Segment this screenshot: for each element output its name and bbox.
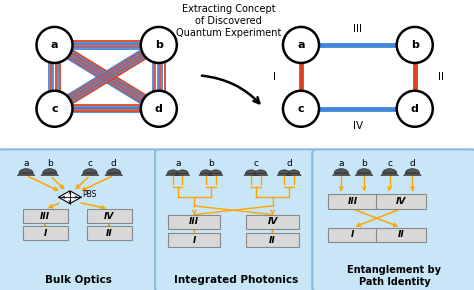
Text: c: c <box>88 159 92 168</box>
Ellipse shape <box>397 27 433 63</box>
Text: I: I <box>273 72 276 82</box>
Polygon shape <box>277 173 292 175</box>
Text: d: d <box>410 159 415 168</box>
Text: I: I <box>192 235 196 245</box>
Wedge shape <box>43 169 57 173</box>
Ellipse shape <box>36 91 73 127</box>
Text: IV: IV <box>104 211 114 221</box>
Text: a: a <box>23 159 29 168</box>
Wedge shape <box>405 169 419 173</box>
Text: d: d <box>155 104 163 114</box>
Wedge shape <box>357 169 371 173</box>
Text: b: b <box>208 159 214 168</box>
Wedge shape <box>19 169 33 173</box>
Wedge shape <box>201 170 212 173</box>
Wedge shape <box>177 170 188 173</box>
Bar <box>328 194 377 209</box>
Text: b: b <box>47 159 53 168</box>
Polygon shape <box>41 173 59 175</box>
Text: PBS: PBS <box>82 189 97 199</box>
Bar <box>86 209 131 223</box>
Ellipse shape <box>141 91 177 127</box>
Text: Bulk Optics: Bulk Optics <box>46 275 112 285</box>
FancyBboxPatch shape <box>155 149 318 290</box>
Wedge shape <box>288 170 300 173</box>
Text: b: b <box>361 159 367 168</box>
FancyBboxPatch shape <box>312 149 474 290</box>
Bar <box>23 209 68 223</box>
Bar <box>246 233 299 247</box>
Bar <box>168 215 220 229</box>
Bar <box>376 194 426 209</box>
Bar <box>328 228 377 242</box>
Polygon shape <box>244 173 258 175</box>
Polygon shape <box>254 173 268 175</box>
Text: c: c <box>254 159 258 168</box>
Text: III: III <box>189 217 200 226</box>
Bar <box>246 215 299 229</box>
Polygon shape <box>403 173 421 175</box>
Text: Integrated Photonics: Integrated Photonics <box>174 275 299 285</box>
Text: a: a <box>338 159 344 168</box>
Wedge shape <box>279 170 290 173</box>
Ellipse shape <box>283 91 319 127</box>
Text: c: c <box>298 104 304 114</box>
Text: III: III <box>40 211 50 221</box>
Text: I: I <box>351 230 355 240</box>
Text: III: III <box>354 24 362 34</box>
Text: II: II <box>269 235 276 245</box>
Ellipse shape <box>283 27 319 63</box>
Polygon shape <box>58 191 82 204</box>
Wedge shape <box>83 169 97 173</box>
Ellipse shape <box>141 27 177 63</box>
Polygon shape <box>166 173 180 175</box>
Text: b: b <box>411 40 419 50</box>
Wedge shape <box>167 170 179 173</box>
Polygon shape <box>332 173 350 175</box>
Text: a: a <box>175 159 181 168</box>
Wedge shape <box>255 170 266 173</box>
Polygon shape <box>199 173 213 175</box>
Wedge shape <box>210 170 221 173</box>
Text: III: III <box>347 197 358 206</box>
Polygon shape <box>175 173 190 175</box>
Polygon shape <box>287 173 301 175</box>
Bar <box>168 233 220 247</box>
Text: c: c <box>387 159 392 168</box>
Text: d: d <box>111 159 117 168</box>
Polygon shape <box>105 173 123 175</box>
Text: II: II <box>398 230 404 240</box>
Text: II: II <box>438 72 444 82</box>
Bar <box>23 226 68 240</box>
Text: IV: IV <box>353 121 363 131</box>
Text: Extracting Concept
of Discovered
Quantum Experiment: Extracting Concept of Discovered Quantum… <box>176 4 281 37</box>
Wedge shape <box>246 170 257 173</box>
Text: c: c <box>51 104 58 114</box>
Wedge shape <box>383 169 397 173</box>
Text: d: d <box>411 104 419 114</box>
Bar <box>86 226 131 240</box>
Ellipse shape <box>36 27 73 63</box>
Text: a: a <box>51 40 58 50</box>
Polygon shape <box>209 173 223 175</box>
Text: IV: IV <box>267 217 278 226</box>
Wedge shape <box>107 169 121 173</box>
Text: Entanglement by
Path Identity: Entanglement by Path Identity <box>347 265 441 287</box>
Polygon shape <box>17 173 35 175</box>
Text: a: a <box>297 40 305 50</box>
Text: b: b <box>155 40 163 50</box>
Text: I: I <box>43 229 47 238</box>
Polygon shape <box>381 173 399 175</box>
Polygon shape <box>355 173 373 175</box>
Text: IV: IV <box>396 197 406 206</box>
Bar <box>376 228 426 242</box>
Text: d: d <box>286 159 292 168</box>
Wedge shape <box>334 169 348 173</box>
Ellipse shape <box>397 91 433 127</box>
Text: II: II <box>106 229 112 238</box>
Polygon shape <box>81 173 99 175</box>
FancyBboxPatch shape <box>0 149 160 290</box>
